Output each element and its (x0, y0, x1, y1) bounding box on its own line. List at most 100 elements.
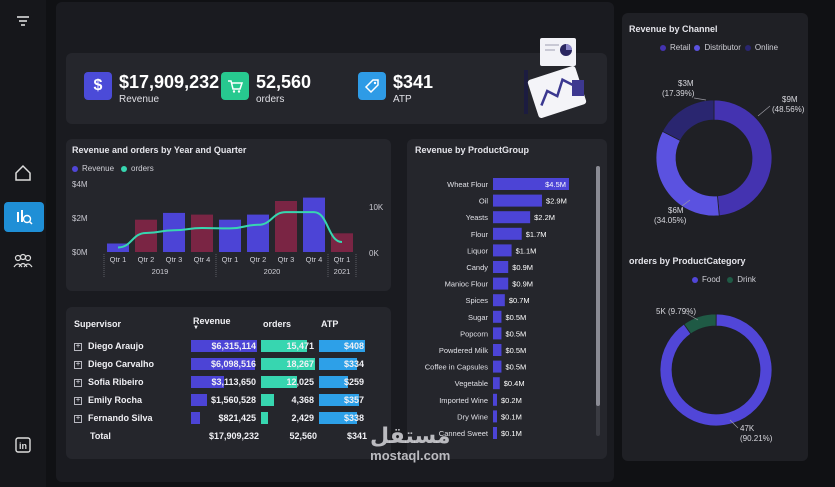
product-value-label: $0.5M (505, 363, 526, 372)
table-row[interactable]: + Diego Araujo $6,315,114 15,471 $408 (72, 337, 369, 355)
product-bar (493, 427, 497, 439)
product-group-chart: Wheat Flour $4.5M Oil $2.9M Yeasts $2.2M Flour… (425, 178, 569, 439)
product-label: Spices (465, 296, 488, 305)
users-icon[interactable] (8, 246, 38, 276)
legend-food[interactable]: Food (702, 275, 721, 284)
kpi-orders-label: orders (256, 94, 285, 105)
orders-value: 4,368 (291, 395, 314, 405)
total-orders: 52,560 (289, 431, 317, 441)
product-label: Dry Wine (457, 412, 488, 421)
orders-value: 12,025 (286, 377, 314, 387)
revenue-databar (191, 376, 224, 388)
header-orders[interactable]: orders (263, 318, 292, 329)
orders-value: 15,471 (286, 341, 314, 351)
revenue-value: $821,425 (218, 413, 256, 423)
table-row[interactable]: + Sofia Ribeiro $3,113,650 12,025 $259 (72, 373, 369, 391)
y2-tick-10k: 10K (369, 203, 384, 212)
supervisor-cell[interactable]: + Diego Carvalho (72, 355, 191, 373)
retail-label: $9M (782, 95, 798, 104)
orders-databar (261, 394, 274, 406)
product-label: Popcorn (460, 329, 488, 338)
price-tag-icon (358, 72, 386, 100)
atp-cell: $338 (319, 409, 369, 427)
x-tick-quarter: Qtr 4 (194, 255, 211, 264)
analytics-illustration (524, 38, 587, 118)
expand-icon[interactable]: + (74, 396, 82, 405)
expand-icon[interactable]: + (74, 342, 82, 351)
home-icon[interactable] (8, 158, 38, 188)
expand-icon[interactable]: + (74, 378, 82, 387)
orders-cell: 15,471 (261, 337, 319, 355)
header-revenue[interactable]: Revenue ▼ (191, 316, 261, 337)
atp-databar (319, 340, 365, 352)
legend-retail[interactable]: Retail (670, 43, 691, 52)
product-value-label: $4.5M (545, 180, 566, 189)
cart-icon (221, 72, 249, 100)
supervisor-cell[interactable]: + Emily Rocha (72, 391, 191, 409)
supervisor-cell[interactable]: + Diego Araujo (72, 337, 191, 355)
table-total-row: Total $17,909,232 52,560 $341 (72, 427, 369, 445)
legend-revenue-dot (72, 165, 78, 172)
product-bar (493, 277, 509, 290)
scrollbar-thumb[interactable] (596, 166, 600, 406)
y-tick-0m: $0M (72, 248, 88, 257)
supervisor-cell[interactable]: + Sofia Ribeiro (72, 373, 191, 391)
revenue-bar (303, 197, 325, 252)
online-leader (693, 97, 707, 101)
orders-value: 2,429 (291, 413, 314, 423)
y2-tick-0k: 0K (369, 249, 379, 258)
x-tick-year: 2021 (334, 267, 351, 276)
kpi-orders: 52,560 orders (221, 72, 311, 105)
product-group-scrollbar[interactable] (596, 166, 600, 436)
revenue-cell: $3,113,650 (191, 373, 261, 391)
filter-icon[interactable] (8, 6, 38, 36)
orders-cell: 12,025 (261, 373, 319, 391)
slice-retail (713, 99, 773, 217)
header-supervisor[interactable]: Supervisor (74, 318, 122, 329)
product-bar (493, 393, 497, 406)
table-row[interactable]: + Fernando Silva $821,425 2,429 $338 (72, 409, 369, 427)
expand-icon[interactable]: + (74, 360, 82, 369)
product-label: Candy (466, 263, 488, 272)
product-bar (493, 310, 502, 323)
linkedin-icon[interactable]: in (8, 430, 38, 460)
revenue-bar (163, 212, 185, 252)
food-label: 47K (740, 424, 755, 433)
product-label: Imported Wine (439, 396, 488, 405)
combo-chart-legend: Revenue orders (72, 164, 154, 173)
supervisor-cell[interactable]: + Fernando Silva (72, 409, 191, 427)
atp-databar (319, 412, 358, 424)
product-group-title: Revenue by ProductGroup (415, 145, 530, 155)
header-atp[interactable]: ATP (321, 318, 339, 329)
table-row[interactable]: + Diego Carvalho $6,098,516 18,267 $334 (72, 355, 369, 373)
online-label: $3M (678, 79, 694, 88)
x-tick-quarter: Qtr 4 (306, 255, 323, 264)
revenue-bar (247, 214, 269, 252)
retail-pct: (48.56%) (772, 105, 805, 114)
legend-drink-dot (727, 276, 734, 283)
total-label: Total (90, 431, 111, 441)
kpi-card (66, 53, 607, 124)
product-label: Wheat Flour (447, 180, 488, 189)
atp-cell: $334 (319, 355, 369, 373)
dollar-icon: $ (84, 72, 112, 100)
product-bar (493, 178, 569, 190)
legend-distributor[interactable]: Distributor (704, 43, 741, 52)
table-row[interactable]: + Emily Rocha $1,560,528 4,368 $357 (72, 391, 369, 409)
revenue-bar (135, 219, 157, 252)
product-bar (493, 377, 500, 390)
y-tick-4m: $4M (72, 180, 88, 189)
category-legend: Food Drink (692, 275, 756, 284)
revenue-value: $1,560,528 (210, 395, 256, 405)
x-tick-quarter: Qtr 1 (222, 255, 239, 264)
expand-icon[interactable]: + (74, 414, 82, 423)
product-bar (493, 294, 505, 307)
atp-cell: $357 (319, 391, 369, 409)
legend-drink[interactable]: Drink (737, 275, 756, 284)
legend-revenue[interactable]: Revenue (82, 164, 115, 173)
right-panel (622, 13, 808, 461)
legend-online[interactable]: Online (754, 43, 779, 52)
report-analytics-icon[interactable] (4, 202, 44, 232)
legend-orders[interactable]: orders (131, 164, 154, 173)
kpi-revenue-label: Revenue (119, 94, 160, 105)
